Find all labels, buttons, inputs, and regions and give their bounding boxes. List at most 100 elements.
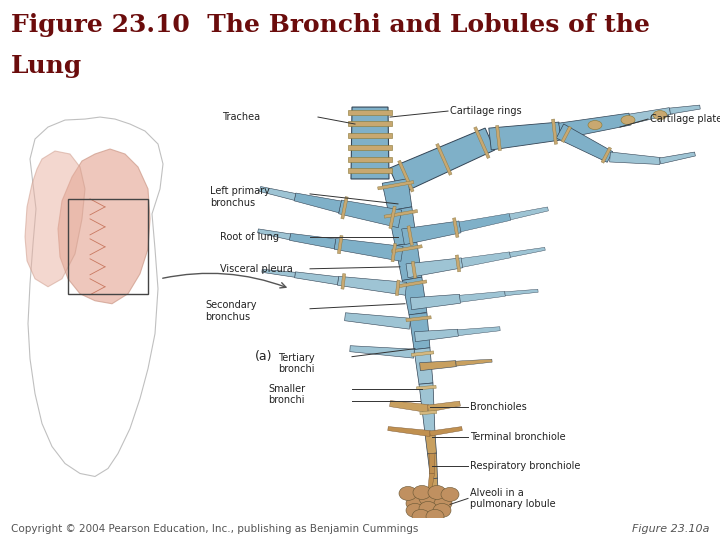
Ellipse shape	[433, 503, 451, 517]
Polygon shape	[428, 401, 460, 412]
Ellipse shape	[406, 503, 424, 517]
Ellipse shape	[426, 509, 444, 523]
Polygon shape	[262, 269, 295, 277]
Polygon shape	[395, 242, 422, 280]
Text: Visceral pleura: Visceral pleura	[220, 264, 293, 274]
Polygon shape	[25, 151, 85, 287]
Polygon shape	[341, 274, 346, 289]
Polygon shape	[289, 233, 336, 249]
Polygon shape	[509, 207, 549, 220]
Polygon shape	[345, 313, 410, 329]
Polygon shape	[259, 186, 296, 200]
Polygon shape	[377, 180, 414, 190]
Polygon shape	[660, 152, 696, 164]
Text: Cartilage rings: Cartilage rings	[450, 106, 521, 116]
Polygon shape	[406, 316, 431, 322]
Polygon shape	[422, 408, 435, 434]
Polygon shape	[350, 346, 414, 358]
Polygon shape	[392, 245, 423, 253]
Polygon shape	[407, 226, 413, 246]
Text: Alveoli in a
pulmonary lobule: Alveoli in a pulmonary lobule	[470, 488, 556, 509]
Polygon shape	[351, 107, 389, 179]
Polygon shape	[428, 453, 438, 479]
Polygon shape	[414, 348, 433, 384]
Polygon shape	[348, 157, 392, 161]
Polygon shape	[334, 239, 403, 261]
Text: Respiratory bronchiole: Respiratory bronchiole	[470, 462, 580, 471]
Text: Bronchioles: Bronchioles	[470, 402, 527, 411]
Polygon shape	[58, 149, 150, 303]
Polygon shape	[629, 107, 671, 124]
Polygon shape	[391, 244, 397, 262]
Polygon shape	[419, 383, 434, 409]
Text: Figure 23.10  The Bronchi and Lobules of the: Figure 23.10 The Bronchi and Lobules of …	[11, 13, 649, 37]
Polygon shape	[348, 145, 392, 150]
Text: Root of lung: Root of lung	[220, 232, 279, 242]
Polygon shape	[348, 168, 392, 173]
Polygon shape	[510, 247, 545, 257]
Polygon shape	[456, 359, 492, 366]
Polygon shape	[416, 386, 436, 390]
Ellipse shape	[588, 120, 602, 130]
Text: Tertiary
bronchi: Tertiary bronchi	[278, 353, 315, 374]
Ellipse shape	[621, 116, 635, 125]
Text: Smaller
bronchi: Smaller bronchi	[268, 384, 305, 406]
Polygon shape	[610, 152, 660, 165]
Polygon shape	[458, 327, 500, 336]
Text: Terminal bronchiole: Terminal bronchiole	[470, 431, 566, 442]
Polygon shape	[388, 207, 417, 246]
Polygon shape	[428, 473, 434, 489]
Polygon shape	[459, 291, 505, 302]
Polygon shape	[294, 193, 341, 213]
Polygon shape	[420, 361, 456, 370]
Polygon shape	[348, 110, 392, 114]
Polygon shape	[294, 272, 338, 285]
Polygon shape	[411, 261, 417, 278]
Polygon shape	[397, 160, 414, 192]
Ellipse shape	[406, 496, 424, 510]
Polygon shape	[474, 127, 490, 159]
Polygon shape	[409, 313, 430, 349]
Polygon shape	[338, 200, 402, 228]
Polygon shape	[348, 122, 392, 126]
Ellipse shape	[419, 491, 437, 505]
Text: Copyright © 2004 Pearson Education, Inc., publishing as Benjamin Cummings: Copyright © 2004 Pearson Education, Inc.…	[11, 524, 418, 534]
Ellipse shape	[412, 509, 430, 523]
Polygon shape	[552, 119, 557, 144]
Ellipse shape	[441, 488, 459, 502]
Polygon shape	[415, 329, 459, 342]
Polygon shape	[495, 125, 501, 151]
Polygon shape	[402, 221, 461, 245]
Polygon shape	[436, 144, 452, 176]
Text: Lung: Lung	[11, 53, 82, 78]
Polygon shape	[338, 276, 407, 295]
Polygon shape	[411, 351, 434, 356]
Polygon shape	[384, 210, 418, 218]
Polygon shape	[489, 122, 561, 150]
Polygon shape	[462, 252, 510, 267]
Ellipse shape	[653, 111, 667, 119]
Polygon shape	[338, 235, 343, 254]
Polygon shape	[341, 197, 348, 219]
Polygon shape	[459, 213, 510, 232]
Text: (a): (a)	[255, 350, 272, 363]
Polygon shape	[429, 454, 435, 474]
Polygon shape	[420, 410, 437, 415]
Ellipse shape	[428, 485, 446, 500]
Polygon shape	[557, 124, 613, 163]
Text: Cartilage plates: Cartilage plates	[650, 114, 720, 124]
Polygon shape	[399, 280, 427, 288]
Text: Secondary
bronchus: Secondary bronchus	[205, 300, 256, 321]
Polygon shape	[389, 206, 396, 228]
Ellipse shape	[434, 496, 452, 510]
Polygon shape	[382, 179, 412, 211]
Polygon shape	[388, 427, 431, 436]
Polygon shape	[258, 229, 291, 240]
Polygon shape	[601, 147, 611, 163]
Ellipse shape	[413, 485, 431, 500]
Polygon shape	[410, 294, 461, 310]
Polygon shape	[505, 289, 538, 296]
Polygon shape	[406, 258, 463, 278]
Polygon shape	[453, 218, 459, 238]
Polygon shape	[431, 478, 438, 504]
